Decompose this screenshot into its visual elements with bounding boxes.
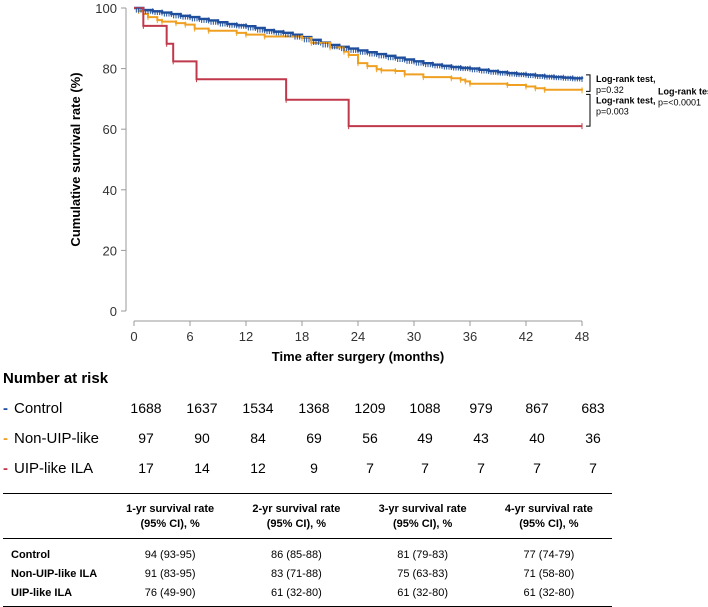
risk-label-text: Non-UIP-like <box>14 430 100 447</box>
series-layer <box>134 6 584 130</box>
summary-cell: 61 (32-80) <box>233 583 360 607</box>
summary-row-non-uip: Non-UIP-like ILA 91 (83-95) 83 (71-88) 7… <box>3 564 612 583</box>
summary-row-label: Control <box>11 548 51 561</box>
risk-table-title: Number at risk <box>3 370 109 387</box>
risk-value: 12 <box>250 460 266 476</box>
x-tick-label: 36 <box>463 329 477 344</box>
logrank-control-vs-uip: Log-rank test,p=<0.0001 <box>658 87 708 108</box>
risk-value: 1209 <box>354 400 386 416</box>
risk-label: - UIP-like ILA <box>3 460 93 477</box>
x-tick-label: 24 <box>351 329 365 344</box>
x-axis-label: Time after surgery (months) <box>272 349 444 364</box>
risk-value: 683 <box>581 400 605 416</box>
summary-header: 4-yr survival rate (95% CI), % <box>485 493 612 539</box>
risk-value: 43 <box>473 430 489 446</box>
x-tick-label: 12 <box>239 329 253 344</box>
series-swatch: - <box>3 460 8 477</box>
y-tick-label: 100 <box>95 1 117 16</box>
risk-value: 1088 <box>409 400 441 416</box>
risk-value: 17 <box>138 460 154 476</box>
summary-header-row: 1-yr survival rate (95% CI), % 2-yr survi… <box>3 493 612 539</box>
risk-value: 7 <box>589 460 597 476</box>
risk-value: 90 <box>194 430 210 446</box>
x-tick-label: 30 <box>407 329 421 344</box>
summary-header: 1-yr survival rate (95% CI), % <box>107 493 234 539</box>
y-tick-label: 40 <box>103 183 117 198</box>
summary-row-control: Control 94 (93-95) 86 (85-88) 81 (79-83)… <box>3 539 612 565</box>
y-tick-label: 60 <box>103 122 117 137</box>
risk-label-text: UIP-like ILA <box>14 460 94 477</box>
risk-value: 7 <box>366 460 374 476</box>
summary-cell: 94 (93-95) <box>144 548 196 561</box>
risk-label: - Control <box>3 400 62 417</box>
risk-value: 7 <box>477 460 485 476</box>
summary-cell: 71 (58-80) <box>523 567 575 580</box>
summary-cell: 61 (32-80) <box>359 583 486 607</box>
risk-row-non-uip: - Non-UIP-like 97 90 84 69 56 49 43 40 36 <box>0 430 708 450</box>
summary-row-label: Non-UIP-like ILA <box>11 567 98 580</box>
risk-row-uip: - UIP-like ILA 17 14 12 9 7 7 7 7 7 <box>0 460 708 480</box>
risk-value: 7 <box>421 460 429 476</box>
risk-value: 9 <box>310 460 318 476</box>
series-line-uip-like-ila <box>134 7 582 128</box>
summary-cell: 83 (71-88) <box>270 567 322 580</box>
summary-header: 3-yr survival rate (95% CI), % <box>359 493 486 539</box>
logrank-control-vs-nonuip: Log-rank test, p=0.32 <box>596 74 656 95</box>
survival-summary-table: 1-yr survival rate (95% CI), % 2-yr survi… <box>3 493 612 607</box>
summary-cell: 91 (83-95) <box>144 567 196 580</box>
summary-cell: 81 (79-83) <box>397 548 448 561</box>
summary-row-uip: UIP-like ILA 76 (49-90) 61 (32-80) 61 (3… <box>3 583 612 607</box>
risk-row-control: - Control 1688 1637 1534 1368 1209 1088 9… <box>0 400 708 420</box>
logrank-nonuip-vs-uip: Log-rank test, p=0.003 <box>596 95 656 116</box>
risk-value: 867 <box>525 400 549 416</box>
risk-value: 56 <box>362 430 378 446</box>
summary-cell: 75 (63-83) <box>397 567 448 580</box>
risk-value: 1368 <box>298 400 330 416</box>
risk-value: 69 <box>306 430 322 446</box>
bracket-control-vs-nonuip <box>586 74 591 92</box>
risk-value: 1534 <box>242 400 274 416</box>
risk-value: 40 <box>529 430 545 446</box>
risk-value: 7 <box>533 460 541 476</box>
y-tick-label: 80 <box>103 62 117 77</box>
risk-value: 979 <box>469 400 493 416</box>
y-tick-label: 20 <box>103 243 117 258</box>
y-axis-label: Cumulative survival rate (%) <box>68 72 83 246</box>
survival-chart: 0 20 40 60 80 100 0 6 12 18 24 30 36 42 48 Time after s… <box>68 1 708 364</box>
x-tick-label: 42 <box>519 329 533 344</box>
summary-header: 2-yr survival rate (95% CI), % <box>233 493 360 539</box>
series-swatch: - <box>3 400 8 417</box>
risk-value: 49 <box>417 430 433 446</box>
summary-corner <box>3 493 107 539</box>
risk-value: 36 <box>585 430 601 446</box>
x-tick-label: 0 <box>130 329 137 344</box>
bracket-nonuip-vs-uip <box>586 93 591 127</box>
summary-cell: 61 (32-80) <box>485 583 612 607</box>
summary-cell: 77 (74-79) <box>523 548 575 561</box>
summary-row-label: UIP-like ILA <box>3 583 107 607</box>
summary-cell: 76 (49-90) <box>107 583 234 607</box>
axes: 0 20 40 60 80 100 0 6 12 18 24 30 36 42 48 Time after s… <box>68 1 589 364</box>
series-swatch: - <box>3 430 8 447</box>
risk-value: 14 <box>194 460 210 476</box>
x-tick-label: 48 <box>575 329 589 344</box>
risk-value: 1637 <box>186 400 218 416</box>
risk-value: 97 <box>138 430 154 446</box>
y-tick-label: 0 <box>110 304 117 319</box>
risk-label-text: Control <box>14 400 63 417</box>
risk-label: - Non-UIP-like <box>3 430 99 447</box>
x-tick-label: 18 <box>295 329 309 344</box>
risk-value: 84 <box>250 430 266 446</box>
x-tick-label: 6 <box>186 329 193 344</box>
summary-cell: 86 (85-88) <box>270 548 322 561</box>
risk-value: 1688 <box>130 400 162 416</box>
